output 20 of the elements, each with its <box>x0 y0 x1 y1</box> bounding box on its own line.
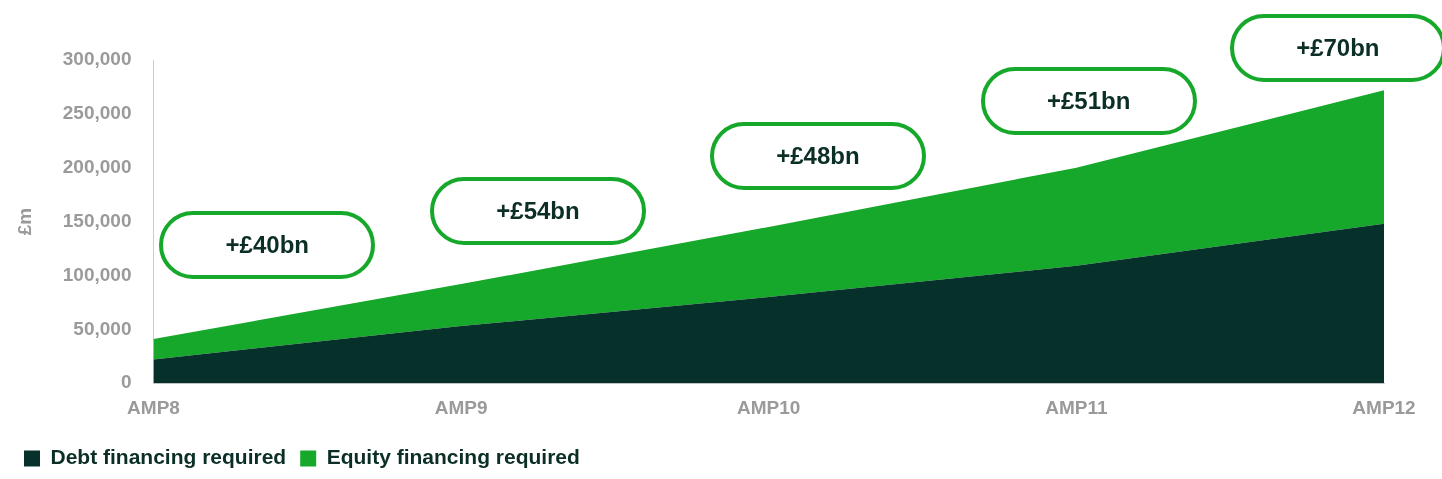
y-tick-label: 50,000 <box>73 317 132 339</box>
x-tick-label: AMP9 <box>434 396 488 418</box>
rounded-frame: +£54bn <box>430 176 646 245</box>
x-tick-label: AMP10 <box>737 396 801 418</box>
y-tick-label: 300,000 <box>62 48 132 70</box>
y-tick-label: 0 <box>120 371 132 393</box>
rounded-frame: +£70bn <box>1229 14 1442 83</box>
y-axis-title: £m <box>13 207 35 236</box>
y-tick-label: 150,000 <box>62 209 132 231</box>
x-tick-label: AMP11 <box>1045 396 1108 418</box>
x-tick-label: AMP12 <box>1352 396 1416 418</box>
x-tick-label: AMP8 <box>127 396 180 418</box>
rounded-frame: +£40bn <box>159 211 376 280</box>
rounded-frame: +£51bn <box>980 66 1197 135</box>
y-tick-label: 250,000 <box>62 102 132 124</box>
legend-label: Equity financing required <box>326 445 580 469</box>
legend-label: Debt financing required <box>50 445 287 469</box>
y-tick-label: 100,000 <box>62 263 132 285</box>
y-tick-label: 200,000 <box>62 155 132 177</box>
rounded-frame: +£48bn <box>709 121 926 190</box>
